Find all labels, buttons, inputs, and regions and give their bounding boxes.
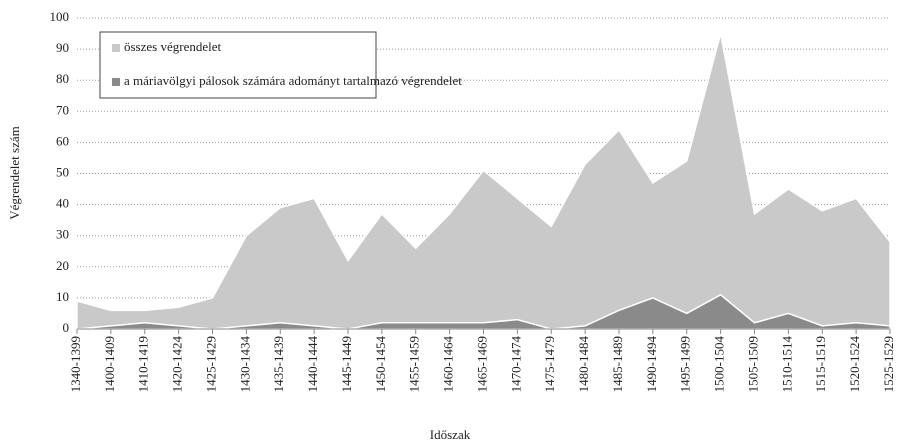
x-tick-label: 1400-1409 — [102, 336, 117, 392]
y-tick-label: 0 — [63, 320, 70, 335]
y-tick-label: 70 — [56, 102, 69, 117]
legend-label: összes végrendelet — [124, 39, 221, 54]
x-tick-label: 1525-1529 — [881, 336, 896, 392]
x-tick-label: 1440-1444 — [305, 336, 320, 393]
x-tick-label: 1450-1454 — [373, 336, 388, 393]
area — [76, 33, 891, 330]
x-tick-label: 1475-1479 — [542, 336, 557, 392]
x-tick-label: 1430-1434 — [237, 336, 252, 393]
legend-swatch — [112, 78, 120, 86]
x-tick-label: 1505-1509 — [745, 336, 760, 392]
x-tick-label: 1520-1524 — [847, 336, 862, 393]
x-tick-label: 1500-1504 — [712, 336, 727, 393]
x-tick-label: 1465-1469 — [474, 336, 489, 392]
x-tick-label: 1425-1429 — [203, 336, 218, 392]
x-tick-label: 1480-1484 — [576, 336, 591, 393]
y-tick-label: 40 — [56, 196, 69, 211]
y-tick-label: 20 — [56, 258, 69, 273]
y-tick-label: 30 — [56, 227, 69, 242]
y-tick-label: 50 — [56, 164, 69, 179]
x-tick-label: 1470-1474 — [508, 336, 523, 393]
x-tick-label: 1445-1449 — [339, 336, 354, 392]
x-tick-label: 1435-1439 — [271, 336, 286, 392]
x-tick-label: 1485-1489 — [610, 336, 625, 392]
x-tick-label: 1460-1464 — [441, 336, 456, 393]
x-axis-label: Időszak — [430, 427, 471, 442]
y-tick-label: 60 — [56, 133, 69, 148]
legend-swatch — [112, 44, 120, 52]
x-tick-label: 1495-1499 — [678, 336, 693, 392]
x-tick-label: 1515-1519 — [813, 336, 828, 392]
x-tick-label: 1420-1424 — [170, 336, 185, 393]
y-tick-label: 100 — [50, 9, 70, 24]
y-tick-label: 10 — [56, 289, 69, 304]
x-tick-label: 1455-1459 — [407, 336, 422, 392]
x-tick-label: 1490-1494 — [644, 336, 659, 393]
y-tick-label: 90 — [56, 40, 69, 55]
y-tick-label: 80 — [56, 71, 69, 86]
x-tick-label: 1510-1514 — [779, 336, 794, 393]
legend-label: a máriavölgyi pálosok számára adományt t… — [124, 73, 462, 88]
area — [76, 293, 891, 330]
y-axis-label: Végrendelet szám — [7, 126, 22, 219]
x-tick-label: 1410-1419 — [136, 336, 151, 392]
legend-box — [99, 31, 377, 99]
x-tick-label: 1340-1399 — [68, 336, 83, 392]
